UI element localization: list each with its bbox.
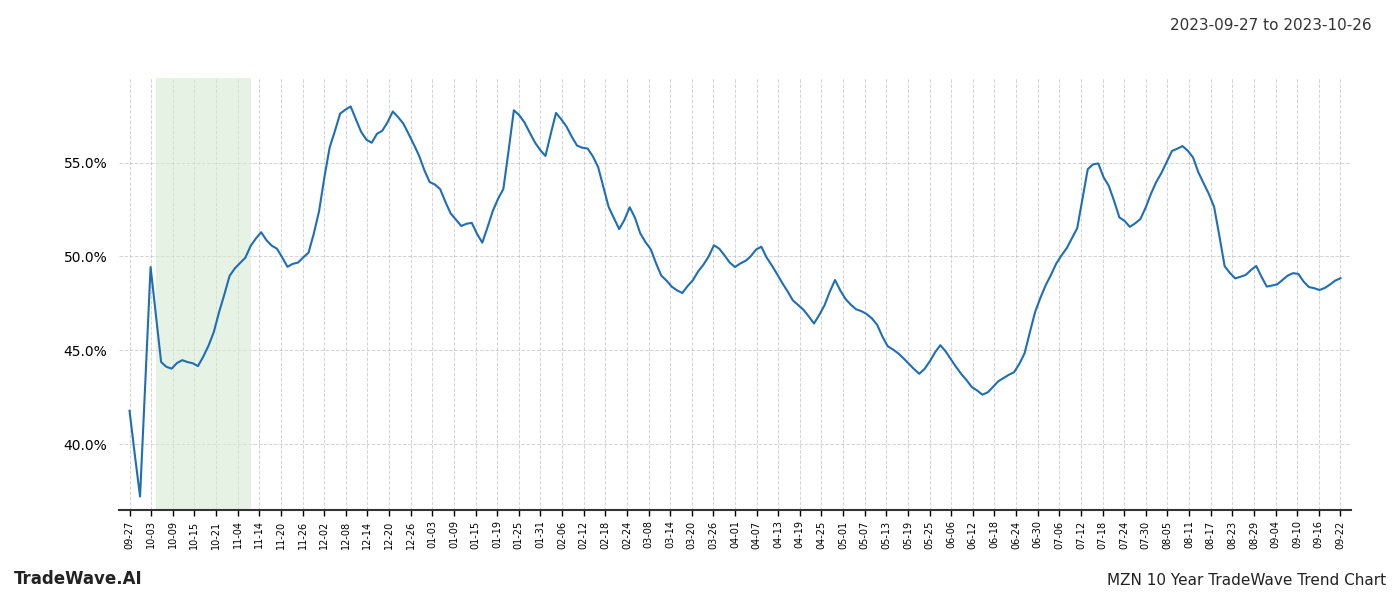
Text: 2023-09-27 to 2023-10-26: 2023-09-27 to 2023-10-26: [1170, 18, 1372, 33]
Bar: [155, 78, 251, 510]
Text: MZN 10 Year TradeWave Trend Chart: MZN 10 Year TradeWave Trend Chart: [1107, 573, 1386, 588]
Text: TradeWave.AI: TradeWave.AI: [14, 570, 143, 588]
